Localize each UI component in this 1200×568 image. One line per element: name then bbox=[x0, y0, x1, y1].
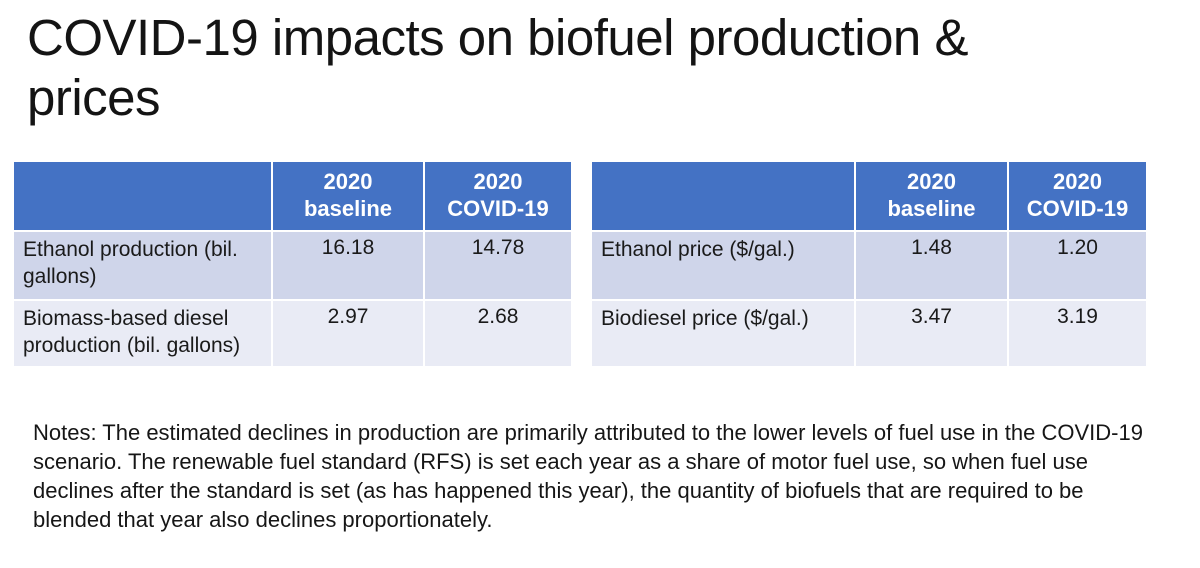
prices-table-grid: 2020 baseline 2020 COVID-19 Ethanol pric… bbox=[590, 160, 1148, 368]
production-header-empty-cell bbox=[14, 162, 271, 230]
table-row: Biomass-based diesel production (bil. ga… bbox=[14, 301, 571, 366]
header-scenario-label: COVID-19 bbox=[1026, 196, 1129, 221]
baseline-value: 3.47 bbox=[856, 301, 1007, 366]
header-scenario-label: baseline bbox=[887, 196, 976, 221]
row-label: Biodiesel price ($/gal.) bbox=[592, 301, 854, 366]
header-scenario-label: baseline bbox=[303, 196, 393, 221]
header-scenario-label: COVID-19 bbox=[447, 196, 549, 221]
table-row: Ethanol price ($/gal.) 1.48 1.20 bbox=[592, 232, 1146, 299]
covid-value: 14.78 bbox=[425, 232, 571, 299]
prices-header-empty-cell bbox=[592, 162, 854, 230]
covid-value: 2.68 bbox=[425, 301, 571, 366]
production-header-covid: 2020 COVID-19 bbox=[425, 162, 571, 230]
covid-value: 3.19 bbox=[1009, 301, 1146, 366]
table-row: Biodiesel price ($/gal.) 3.47 3.19 bbox=[592, 301, 1146, 366]
production-header-row: 2020 baseline 2020 COVID-19 bbox=[14, 162, 571, 230]
prices-header-covid: 2020 COVID-19 bbox=[1009, 162, 1146, 230]
baseline-value: 1.48 bbox=[856, 232, 1007, 299]
header-year-label: 2020 bbox=[1053, 169, 1102, 195]
baseline-value: 2.97 bbox=[273, 301, 423, 366]
prices-header-row: 2020 baseline 2020 COVID-19 bbox=[592, 162, 1146, 230]
notes-text: Notes: The estimated declines in product… bbox=[33, 420, 1143, 533]
page-title: COVID-19 impacts on biofuel production &… bbox=[27, 9, 968, 127]
production-header-baseline: 2020 baseline bbox=[273, 162, 423, 230]
baseline-value: 16.18 bbox=[273, 232, 423, 299]
table-row: Ethanol production (bil. gallons) 16.18 … bbox=[14, 232, 571, 299]
header-year-label: 2020 bbox=[473, 169, 523, 195]
row-label: Ethanol production (bil. gallons) bbox=[14, 232, 271, 299]
covid-value: 1.20 bbox=[1009, 232, 1146, 299]
production-table: 2020 baseline 2020 COVID-19 Ethanol prod… bbox=[12, 160, 573, 368]
row-label: Biomass-based diesel production (bil. ga… bbox=[14, 301, 271, 366]
header-year-label: 2020 bbox=[907, 169, 956, 195]
prices-header-baseline: 2020 baseline bbox=[856, 162, 1007, 230]
header-year-label: 2020 bbox=[323, 169, 373, 195]
prices-table: 2020 baseline 2020 COVID-19 Ethanol pric… bbox=[590, 160, 1148, 368]
production-table-grid: 2020 baseline 2020 COVID-19 Ethanol prod… bbox=[12, 160, 573, 368]
row-label: Ethanol price ($/gal.) bbox=[592, 232, 854, 299]
